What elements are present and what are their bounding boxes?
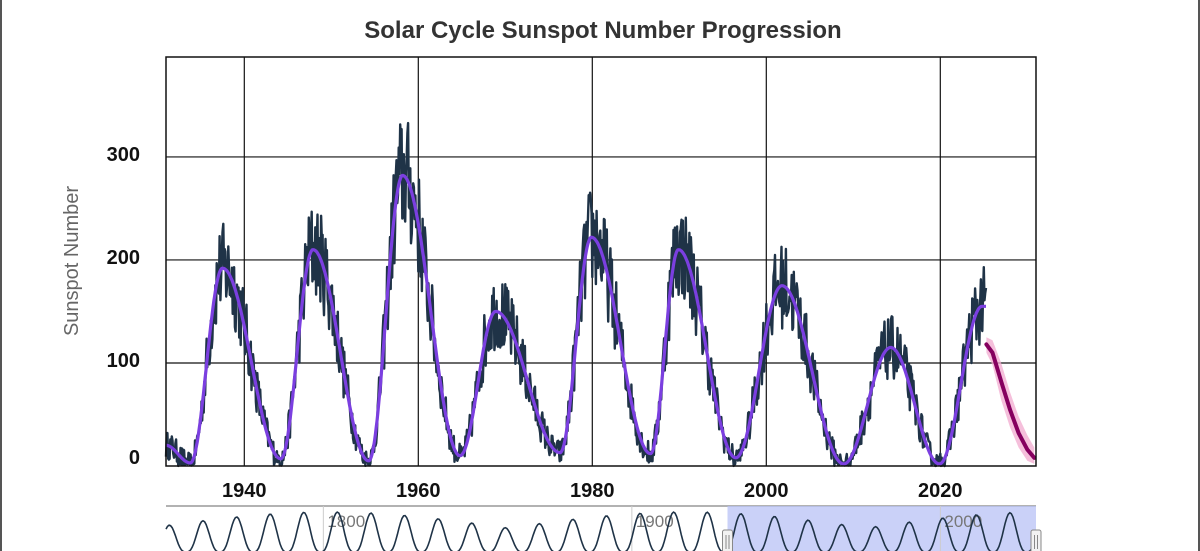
y-tick-label: 300 xyxy=(107,144,140,166)
x-tick-labels: 1940 1960 1980 2000 2020 xyxy=(222,480,963,502)
range-navigator[interactable]: 1800 1900 2000 xyxy=(165,505,1042,551)
smoothed-sunspot-line xyxy=(166,173,986,466)
navigator-right-handle[interactable] xyxy=(1030,529,1042,551)
y-tick-label: 100 xyxy=(107,350,140,372)
x-tick-label: 2020 xyxy=(918,480,963,502)
y-axis-label: Sunspot Number xyxy=(61,186,83,336)
y-tick-label: 0 xyxy=(129,447,140,469)
x-tick-label: 1980 xyxy=(570,480,615,502)
x-tick-label: 2000 xyxy=(744,480,789,502)
navigator-tick-label: 2000 xyxy=(944,512,982,531)
prediction-line xyxy=(984,342,1037,460)
plot-series xyxy=(164,121,1037,468)
plot-area-border xyxy=(165,56,1037,467)
navigator-series-line xyxy=(165,511,1037,551)
navigator-tick-label: 1800 xyxy=(327,512,365,531)
monthly-sunspot-line xyxy=(164,121,988,468)
navigator-selected-range xyxy=(727,506,1036,551)
chart-title: Solar Cycle Sunspot Number Progression xyxy=(364,17,841,44)
navigator-left-handle[interactable] xyxy=(721,529,733,551)
x-tick-label: 1960 xyxy=(396,480,441,502)
y-tick-labels: 0 100 200 300 xyxy=(107,144,140,469)
y-tick-label: 200 xyxy=(107,247,140,269)
x-tick-label: 1940 xyxy=(222,480,267,502)
